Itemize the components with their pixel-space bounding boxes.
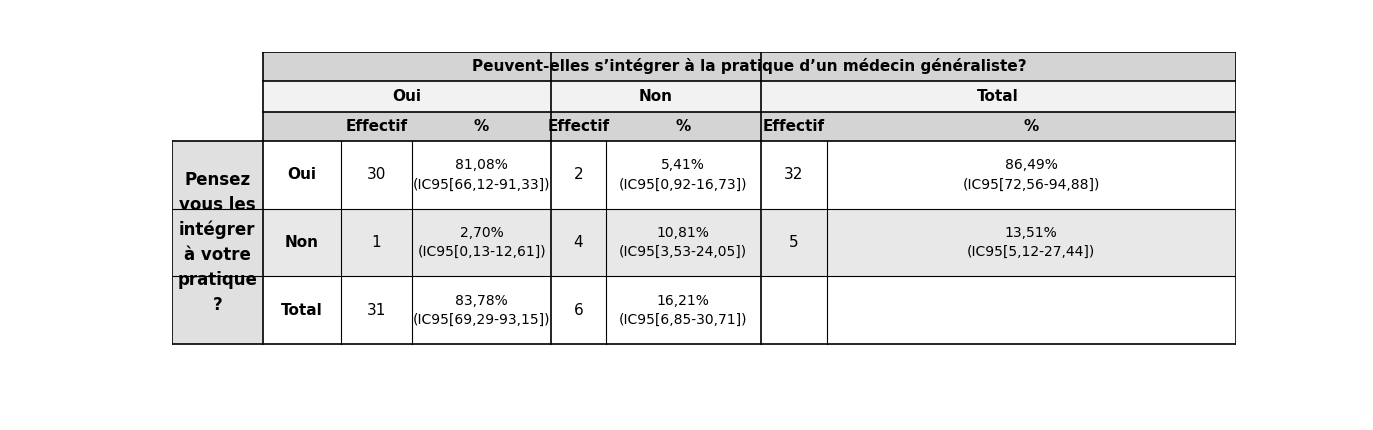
Text: Total: Total [978,89,1019,104]
Text: 86,49%
(IC95[72,56-94,88]): 86,49% (IC95[72,56-94,88]) [962,158,1100,191]
Text: 4: 4 [574,235,584,250]
Text: 5: 5 [788,235,798,250]
Bar [172,141,264,344]
Text: Pensez
vous les
intégrer
à votre
pratique
?: Pensez vous les intégrer à votre pratiqu… [177,171,257,314]
Text: 30: 30 [367,167,386,182]
Text: Effectif: Effectif [548,119,610,134]
Bar [172,141,1236,209]
Text: 5,41%
(IC95[0,92-16,73]): 5,41% (IC95[0,92-16,73]) [619,158,747,191]
Bar [172,276,1236,344]
Text: 2: 2 [574,167,584,182]
Text: Non: Non [638,89,673,104]
Bar [264,112,1236,141]
Bar [264,52,1236,81]
Text: Non: Non [284,235,319,250]
Text: Oui: Oui [393,89,422,104]
Text: Effectif: Effectif [345,119,408,134]
Text: Oui: Oui [287,167,316,182]
Text: %: % [474,119,489,134]
Text: Effectif: Effectif [762,119,825,134]
Text: 6: 6 [574,303,584,318]
Text: 32: 32 [784,167,803,182]
Text: 83,78%
(IC95[69,29-93,15]): 83,78% (IC95[69,29-93,15]) [413,294,551,327]
Text: %: % [676,119,691,134]
Text: 10,81%
(IC95[3,53-24,05]): 10,81% (IC95[3,53-24,05]) [619,226,747,259]
Text: 1: 1 [372,235,382,250]
Text: 81,08%
(IC95[66,12-91,33]): 81,08% (IC95[66,12-91,33]) [413,158,551,191]
Text: 13,51%
(IC95[5,12-27,44]): 13,51% (IC95[5,12-27,44]) [967,226,1096,259]
Text: 31: 31 [367,303,386,318]
Bar [264,81,1236,112]
Text: 16,21%
(IC95[6,85-30,71]): 16,21% (IC95[6,85-30,71]) [619,294,747,327]
Text: %: % [1023,119,1039,134]
Text: Peuvent-elles s’intégrer à la pratique d’un médecin généraliste?: Peuvent-elles s’intégrer à la pratique d… [472,58,1027,74]
Text: Total: Total [281,303,323,318]
Text: 2,70%
(IC95[0,13-12,61]): 2,70% (IC95[0,13-12,61]) [417,226,546,259]
Bar [172,209,1236,276]
